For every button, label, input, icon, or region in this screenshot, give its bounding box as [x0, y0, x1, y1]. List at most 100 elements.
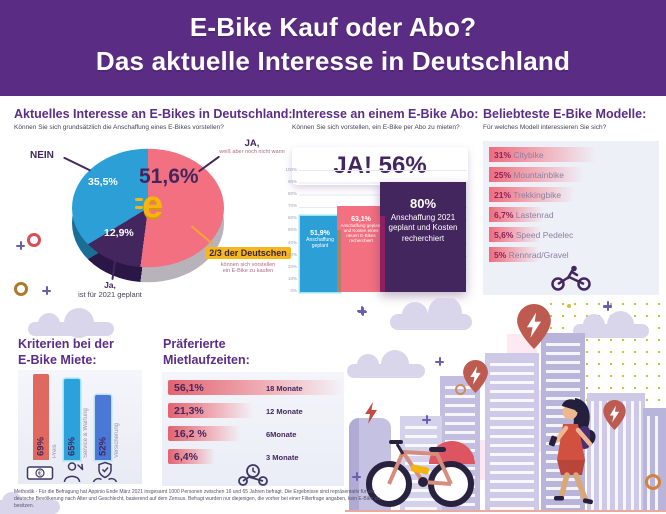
model-text: 6,7% Lastenrad [494, 210, 554, 220]
header-band: E-Bike Kauf oder Abo? Das aktuelle Inter… [0, 0, 666, 96]
model-row: 25% Mountainbike [489, 167, 653, 182]
two-thirds-highlight: 2/3 der Deutschen [205, 247, 291, 259]
tick: 0% [290, 287, 297, 293]
model-bar [489, 187, 576, 202]
pie-label-nein: NEIN [30, 150, 54, 161]
durations-title: Präferierte Mietlaufzeiten: [163, 336, 250, 369]
insurance-shield-icon [92, 461, 118, 483]
abo-title: Interesse an einem E-Bike Abo: [292, 107, 479, 121]
pie-pct-nein: 35,5% [88, 176, 118, 188]
duration-label: 18 Monate [266, 384, 303, 393]
abo-bar-3: 80% Anschaffung 2021 geplant und Kosten … [380, 182, 466, 292]
cloud [573, 311, 649, 338]
price-money-icon: € [26, 466, 54, 480]
abo-bar-3-label: Anschaffung 2021 geplant und Kosten rech… [388, 213, 458, 243]
duration-label: 6Monate [266, 430, 297, 439]
duration-pct: 56,1% [174, 382, 204, 394]
criteria-pct-2: 65% [66, 436, 78, 456]
duration-pct: 6,4% [174, 451, 198, 463]
two-thirds-sub1: können sich vorstellen [220, 262, 276, 268]
ja-2021-callout: Ja, ist für 2021 geplant [55, 280, 165, 299]
tick: 20% [287, 263, 297, 269]
criteria-bar-2: 65% [64, 378, 80, 460]
model-label: Lastenrad [515, 210, 554, 220]
donut-decoration [27, 233, 41, 247]
methodology-text: Methodik - Für die Befragung hat Appinio… [14, 489, 380, 509]
page-title-line2: Das aktuelle Interesse in Deutschland [95, 46, 571, 76]
models-subtitle: Für welches Modell interessieren Sie sic… [483, 124, 607, 131]
model-row: 21% Trekkingbike [489, 187, 653, 202]
plus-decoration [16, 241, 25, 250]
woman-walking [548, 398, 596, 505]
plus-decoration [435, 357, 444, 366]
model-bar [489, 207, 544, 222]
abo-bar-1-pct: 51,9% [310, 229, 330, 237]
interest-title: Aktuelles Interesse an E-Bikes in Deutsc… [14, 107, 293, 121]
plus-decoration [603, 302, 612, 311]
lightning-icon [365, 402, 377, 424]
criteria-bar-3: 52% [95, 395, 111, 460]
interest-subtitle: Können Sie sich grundsätzlich die Anscha… [14, 124, 224, 131]
abo-subtitle: Können Sie sich vorstellen, ein E-Bike p… [292, 124, 460, 131]
tick: 30% [287, 251, 297, 257]
model-row: 5,6% Speed Pedelec [489, 227, 653, 242]
model-pct: 21% [494, 190, 512, 200]
ground-line [345, 510, 666, 512]
models-panel: 31% Citybike 25% Mountainbike 21% Trekki… [483, 141, 659, 295]
cloud [390, 298, 472, 330]
cloud [0, 492, 60, 514]
abo-bar-1-label: Anschaffung geplant [306, 236, 334, 249]
duration-label: 3 Monate [266, 453, 299, 462]
model-label: Rennrad/Gravel [508, 250, 569, 260]
tick: 40% [287, 239, 297, 245]
service-mechanic-icon [63, 462, 84, 483]
abo-bar-2-label: Anschaffung geplant und Kosten eines neu… [340, 223, 382, 244]
duration-pct: 16,2 % [174, 428, 207, 440]
ebike-illustration [366, 440, 475, 507]
model-pct: 6,7% [494, 210, 514, 220]
model-label: Citybike [513, 150, 544, 160]
tick: 70% [287, 203, 297, 209]
plus-decoration [358, 307, 367, 316]
pie-wrap [72, 132, 224, 284]
model-row: 31% Citybike [489, 147, 653, 162]
plus-decoration [357, 306, 366, 315]
criteria-label-1: Preis [52, 444, 58, 458]
criteria-bar-1: 69% [33, 373, 49, 460]
duration-row: 56,1% 18 Monate [168, 380, 344, 395]
criteria-label-3: Versicherung [114, 422, 120, 458]
pie-pct-ja-wann: 51,6% [139, 165, 199, 188]
durations-panel: 56,1% 18 Monate 21,3% 12 Monate 16,2 % 6… [162, 372, 344, 486]
durations-title-line1: Präferierte [163, 337, 226, 351]
duration-bar [168, 426, 241, 441]
abo-y-axis: 100% 90% 80% 70% 60% 50% 40% 30% 20% 10%… [281, 167, 297, 293]
pie-chart [72, 148, 224, 268]
tick: 90% [287, 179, 297, 185]
model-row: 5% Rennrad/Gravel [489, 247, 653, 262]
abo-bar-2: 63,1% Anschaffung geplant und Kosten ein… [337, 206, 385, 292]
duration-bar [168, 449, 215, 464]
cloud [28, 308, 114, 338]
abo-bar-3-pct: 80% [409, 196, 437, 211]
duration-pct: 21,3% [174, 405, 204, 417]
model-row: 6,7% Lastenrad [489, 207, 653, 222]
model-text: 25% Mountainbike [494, 170, 564, 180]
model-label: Speed Pedelec [515, 230, 574, 240]
tick: 60% [287, 215, 297, 221]
ebike-logo-icon: e [135, 186, 163, 224]
model-label: Mountainbike [513, 170, 564, 180]
abo-bar-2-pct: 63,1% [351, 216, 371, 224]
criteria-title-line2: E-Bike Miete: [18, 353, 97, 368]
criteria-title-line1: Kriterien bei der [18, 337, 114, 351]
duration-label: 12 Monate [266, 407, 303, 416]
duration-bar [168, 403, 254, 418]
model-pct: 31% [494, 150, 512, 160]
pie-pct-2021: 12,9% [104, 227, 134, 239]
ja-wann-callout: JA, weiß aber noch nicht wann [206, 138, 298, 155]
two-thirds-sub2: ein E-Bike zu kaufen [222, 268, 274, 274]
model-pct: 25% [494, 170, 512, 180]
pin-lightning-icon [463, 360, 488, 393]
tick: 10% [287, 275, 297, 281]
bar-overlap-1 [337, 229, 341, 292]
duration-row: 6,4% 3 Monate [168, 449, 338, 464]
